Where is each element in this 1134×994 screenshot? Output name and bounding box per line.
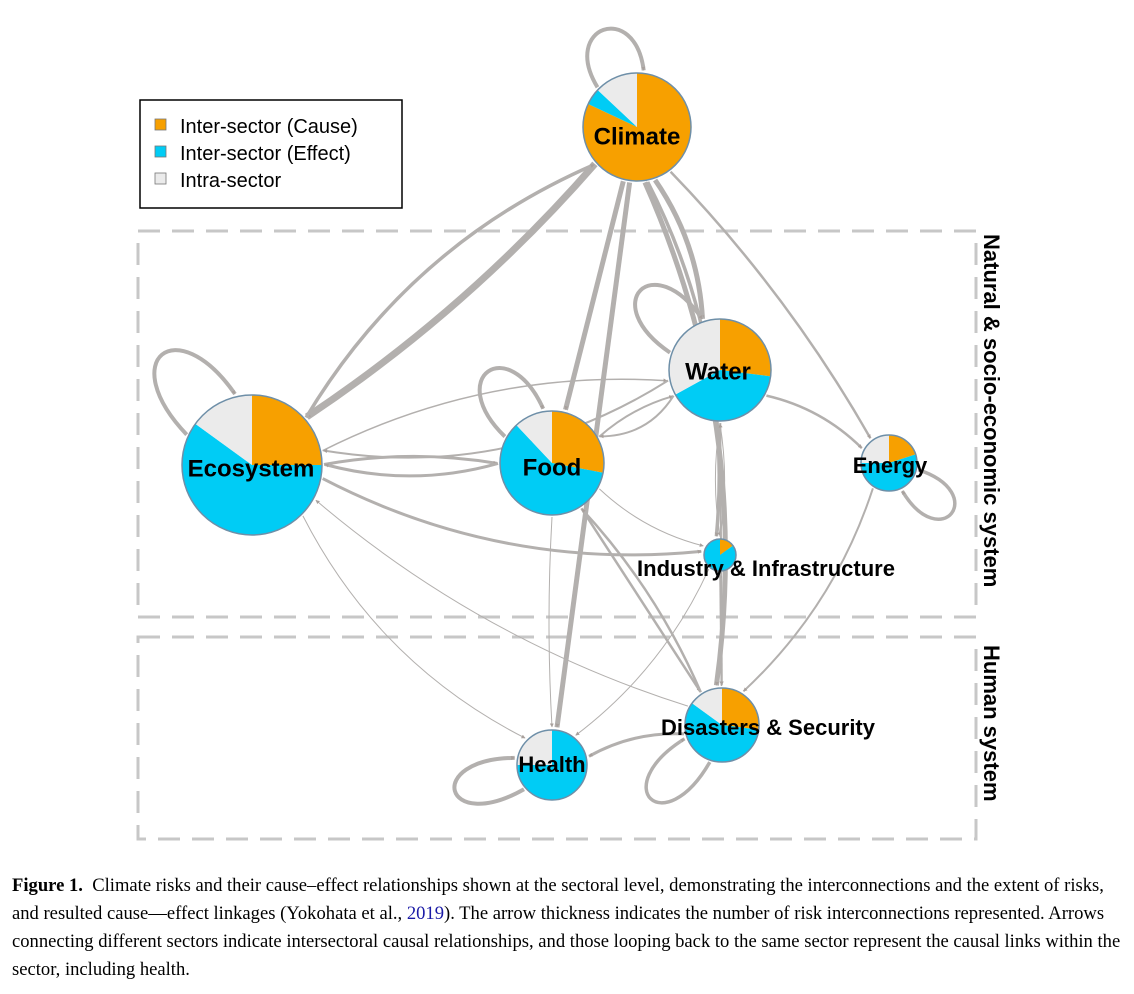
node-ecosystem: Ecosystem bbox=[181, 394, 323, 536]
ecosystem-outline bbox=[181, 394, 323, 536]
loop-ecosystem bbox=[152, 348, 237, 436]
edge-industry-to-disasters bbox=[719, 572, 724, 686]
edge-food-to-industry bbox=[599, 488, 704, 547]
human-system-label: Human system bbox=[979, 645, 1004, 802]
loop-disasters bbox=[644, 737, 712, 805]
node-health: Health bbox=[516, 729, 588, 801]
node-disasters: Disasters & Security bbox=[661, 687, 876, 763]
edge-disasters-to-ecosystem bbox=[315, 499, 689, 707]
caption-label: Figure 1. bbox=[12, 875, 83, 896]
edge-food-to-health bbox=[548, 516, 554, 728]
disasters-cause-slice bbox=[722, 688, 760, 730]
edge-industry-to-water bbox=[718, 423, 726, 538]
edge-disasters-to-health bbox=[588, 732, 685, 758]
edge-ecosystem-to-industry bbox=[322, 477, 702, 557]
climate-effect-slice bbox=[588, 90, 637, 127]
node-layer: Climate Ecosystem Food Water Energy Industry … bbox=[181, 72, 928, 801]
edge-ecosystem-to-food bbox=[323, 454, 498, 466]
industry-outline bbox=[703, 538, 737, 572]
disasters-effect-slice bbox=[685, 703, 759, 763]
water-label: Water bbox=[685, 358, 751, 385]
disasters-outline bbox=[684, 687, 760, 763]
edge-industry-to-health bbox=[575, 568, 710, 736]
edge-water-to-food bbox=[599, 395, 675, 439]
node-food: Food bbox=[499, 410, 605, 516]
edge-water-to-ecosystem bbox=[323, 379, 669, 459]
edge-climate-to-water bbox=[653, 178, 705, 320]
food-label: Food bbox=[523, 454, 582, 481]
edge-energy-to-disasters bbox=[742, 487, 874, 693]
climate-intra-slice bbox=[597, 73, 637, 127]
edge-disasters-to-food bbox=[580, 508, 702, 693]
edge-ecosystem-to-water bbox=[322, 378, 668, 452]
human-system-region bbox=[136, 635, 978, 841]
loop-health bbox=[452, 755, 525, 806]
legend-item-cause: Inter-sector (Cause) bbox=[180, 116, 358, 138]
food-cause-slice bbox=[552, 411, 605, 473]
legend-item-effect: Inter-sector (Effect) bbox=[180, 143, 351, 165]
loop-water bbox=[633, 283, 704, 355]
food-outline bbox=[499, 410, 605, 516]
edge-ecosystem-to-climate bbox=[304, 162, 595, 419]
loop-climate bbox=[585, 26, 646, 89]
edge-water-to-industry bbox=[714, 422, 722, 537]
climate-label: Climate bbox=[594, 123, 681, 150]
health-label: Health bbox=[518, 752, 585, 777]
legend-item-intra: Intra-sector bbox=[180, 170, 281, 192]
caption-reference-link[interactable]: 2019 bbox=[406, 903, 445, 924]
ecosystem-cause-slice bbox=[252, 395, 322, 465]
energy-outline bbox=[860, 434, 918, 492]
health-outline bbox=[516, 729, 588, 801]
energy-intra-slice bbox=[861, 435, 889, 463]
legend-swatch-effect bbox=[154, 145, 167, 158]
legend: Inter-sector (Cause) Inter-sector (Effec… bbox=[139, 99, 403, 209]
health-intra-slice bbox=[517, 730, 552, 765]
energy-effect-slice bbox=[861, 454, 918, 492]
water-outline bbox=[668, 318, 772, 422]
edge-climate-to-energy bbox=[669, 170, 872, 439]
natural-system-region bbox=[136, 229, 978, 619]
figure-caption: Figure 1. Climate risks and their cause–… bbox=[12, 872, 1128, 984]
edge-climate-to-ecosystem bbox=[304, 161, 598, 420]
food-intra-slice bbox=[516, 411, 552, 463]
edge-ecosystem-to-health bbox=[302, 515, 526, 739]
edge-water-to-energy bbox=[766, 394, 863, 449]
caption-text-before: Climate risks and their cause–effect rel… bbox=[12, 875, 1104, 924]
ecosystem-label: Ecosystem bbox=[188, 455, 315, 482]
food-effect-slice bbox=[500, 425, 604, 515]
caption-text-after: ). The arrow thickness indicates the num… bbox=[12, 903, 1121, 980]
edge-food-to-ecosystem bbox=[324, 461, 499, 478]
water-effect-slice bbox=[675, 370, 771, 422]
sector-network-diagram: Natural & socio-economic system Human sy… bbox=[136, 26, 1004, 841]
energy-label: Energy bbox=[853, 453, 928, 478]
legend-box bbox=[139, 99, 403, 209]
industry-effect-slice bbox=[703, 539, 736, 571]
energy-cause-slice bbox=[889, 435, 916, 463]
loop-energy bbox=[900, 468, 957, 521]
node-energy: Energy bbox=[853, 434, 928, 492]
climate-outline bbox=[582, 72, 692, 182]
disasters-intra-slice bbox=[692, 688, 722, 725]
climate-cause-slice bbox=[583, 73, 692, 181]
natural-system-label: Natural & socio-economic system bbox=[979, 234, 1004, 587]
water-cause-slice bbox=[720, 319, 772, 377]
node-climate: Climate bbox=[582, 72, 692, 182]
industry-label: Industry & Infrastructure bbox=[637, 556, 895, 581]
disasters-label: Disasters & Security bbox=[661, 715, 876, 740]
loop-food bbox=[477, 366, 546, 439]
edge-food-to-water bbox=[598, 395, 674, 438]
edge-food-to-disasters bbox=[580, 507, 702, 693]
water-intra-slice bbox=[669, 319, 720, 395]
node-water: Water bbox=[668, 318, 772, 422]
edge-climate-to-disasters bbox=[642, 181, 728, 686]
ecosystem-intra-slice bbox=[195, 395, 252, 465]
node-industry: Industry & Infrastructure bbox=[637, 538, 895, 581]
legend-swatch-intra bbox=[154, 172, 167, 185]
legend-swatch-cause bbox=[154, 118, 167, 131]
ecosystem-effect-slice bbox=[181, 423, 322, 536]
